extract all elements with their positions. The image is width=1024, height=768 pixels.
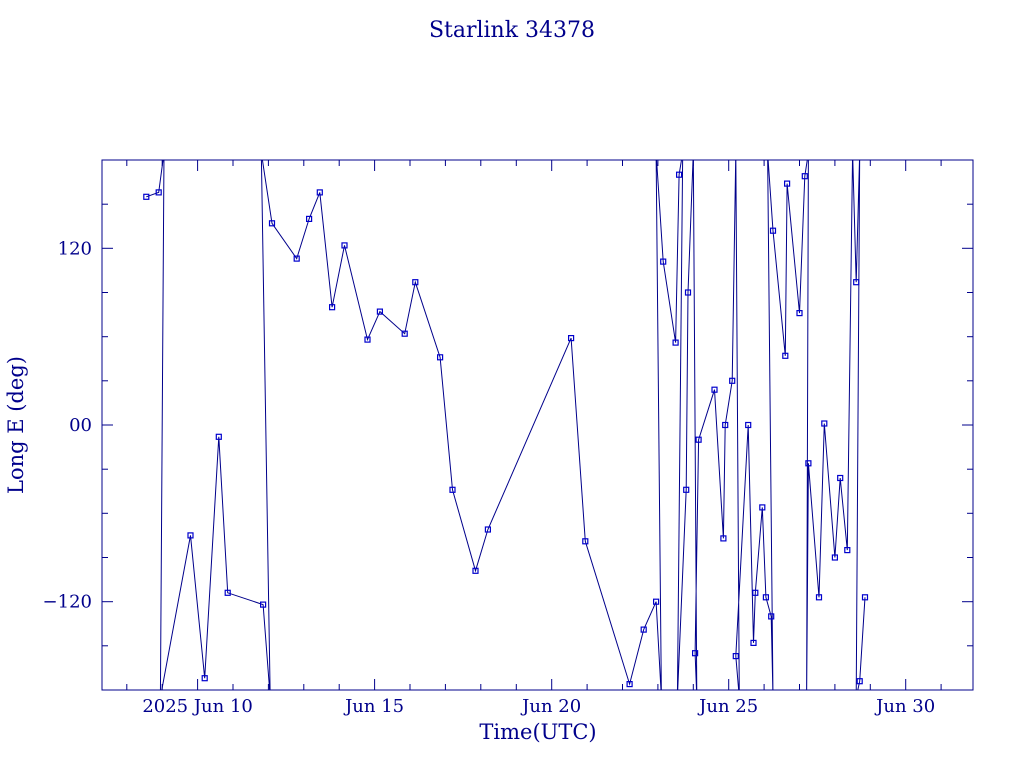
data-point <box>449 486 456 493</box>
y-tick-label: −120 <box>43 592 92 613</box>
x-tick-label: 2025 Jun 10 <box>142 696 253 717</box>
series-markers <box>143 171 869 688</box>
data-point <box>762 594 770 601</box>
data-point <box>683 486 690 493</box>
data-point <box>640 626 647 633</box>
data-point <box>329 304 336 311</box>
data-point <box>768 613 775 620</box>
x-tick-label: Jun 30 <box>874 696 935 717</box>
x-tick-label: Jun 25 <box>697 696 758 717</box>
data-point <box>268 220 276 227</box>
data-point <box>691 650 699 657</box>
data-point <box>750 639 757 647</box>
axis-tick-labels: 2025 Jun 10 Jun 15 Jun 20 Jun 25 Jun 30 120 00… <box>43 238 936 717</box>
data-point <box>626 680 633 688</box>
data-point <box>745 421 752 429</box>
data-point <box>412 279 419 286</box>
chart-title: Starlink 34378 <box>429 18 595 43</box>
data-point <box>672 339 679 346</box>
data-point <box>837 474 844 482</box>
data-point <box>729 377 736 384</box>
x-tick-label: Jun 15 <box>343 696 404 717</box>
data-point <box>720 535 727 542</box>
y-axis-label: Long E (deg) <box>4 356 28 494</box>
data-point <box>472 567 479 574</box>
data-point <box>684 289 692 296</box>
data-point <box>260 601 267 608</box>
data-point <box>853 279 860 286</box>
data-point <box>293 255 300 262</box>
data-point <box>732 652 739 660</box>
data-point <box>815 594 823 601</box>
data-point <box>821 420 828 427</box>
data-point <box>844 546 851 554</box>
data-point <box>224 589 231 596</box>
data-point <box>215 433 222 440</box>
data-point <box>722 421 729 429</box>
data-point <box>364 336 371 343</box>
data-point <box>652 598 660 605</box>
axis-ticks <box>102 159 973 690</box>
data-point <box>695 436 702 443</box>
data-point <box>856 678 863 685</box>
data-point <box>861 594 869 601</box>
data-point <box>341 242 348 249</box>
data-point <box>796 310 803 317</box>
data-point <box>805 460 812 467</box>
data-point <box>401 330 408 337</box>
data-point <box>769 227 777 234</box>
y-tick-label: 00 <box>69 415 92 436</box>
data-point <box>782 352 789 359</box>
x-axis-label: Time(UTC) <box>479 720 596 744</box>
data-point <box>567 335 575 342</box>
x-tick-label: Jun 20 <box>520 696 581 717</box>
data-point <box>660 258 667 265</box>
data-point <box>155 189 162 196</box>
data-point <box>201 675 208 682</box>
data-point <box>783 180 791 187</box>
data-point <box>437 354 444 361</box>
data-point <box>187 532 194 539</box>
data-point <box>306 215 313 222</box>
data-point <box>582 538 589 545</box>
data-point <box>711 386 718 393</box>
data-point <box>316 189 323 196</box>
plot-frame <box>101 159 974 691</box>
data-point <box>484 526 491 533</box>
y-tick-label: 120 <box>58 238 92 259</box>
data-point <box>752 589 759 596</box>
data-point <box>759 504 766 511</box>
series-line <box>146 160 866 690</box>
data-point <box>801 173 808 180</box>
data-point <box>675 171 683 178</box>
data-point <box>831 554 839 561</box>
data-point <box>376 308 383 315</box>
data-point <box>143 193 150 200</box>
